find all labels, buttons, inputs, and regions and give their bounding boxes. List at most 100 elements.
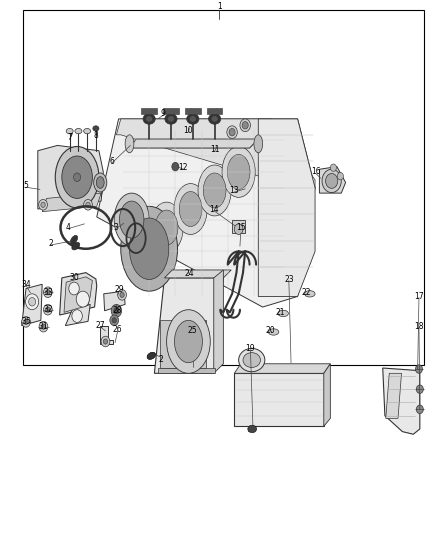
Polygon shape [141, 108, 157, 114]
Text: 21: 21 [276, 308, 285, 317]
Ellipse shape [187, 114, 199, 124]
Ellipse shape [71, 236, 78, 244]
Text: 32: 32 [43, 305, 53, 314]
Ellipse shape [155, 210, 178, 245]
Polygon shape [38, 146, 103, 209]
Text: 25: 25 [188, 326, 198, 335]
Circle shape [28, 297, 35, 306]
Circle shape [74, 173, 81, 181]
Circle shape [172, 163, 179, 171]
Circle shape [118, 289, 127, 300]
Text: 26: 26 [113, 325, 123, 334]
Ellipse shape [304, 290, 315, 297]
Ellipse shape [62, 156, 92, 198]
Polygon shape [64, 277, 92, 312]
Circle shape [69, 282, 79, 295]
Text: 13: 13 [230, 186, 239, 195]
Ellipse shape [94, 173, 107, 192]
Ellipse shape [84, 128, 91, 134]
Ellipse shape [143, 114, 155, 124]
Circle shape [120, 292, 124, 297]
Circle shape [242, 122, 248, 129]
Ellipse shape [254, 135, 263, 153]
Ellipse shape [179, 191, 202, 227]
Circle shape [325, 174, 338, 188]
Circle shape [229, 128, 235, 136]
Ellipse shape [268, 329, 279, 335]
Ellipse shape [146, 116, 152, 122]
Text: 19: 19 [246, 344, 255, 353]
Ellipse shape [147, 352, 155, 359]
Polygon shape [21, 284, 42, 326]
Ellipse shape [166, 310, 210, 373]
Polygon shape [386, 373, 402, 418]
Polygon shape [154, 278, 223, 373]
Circle shape [101, 336, 110, 347]
Text: 11: 11 [210, 145, 219, 154]
Text: 2: 2 [159, 354, 164, 364]
Text: 24: 24 [184, 269, 194, 278]
Circle shape [337, 173, 343, 180]
Polygon shape [100, 326, 113, 344]
Polygon shape [185, 108, 201, 114]
Polygon shape [214, 270, 223, 373]
Circle shape [46, 289, 50, 295]
Ellipse shape [147, 352, 155, 359]
Ellipse shape [165, 114, 177, 124]
Circle shape [111, 304, 122, 317]
Polygon shape [158, 368, 215, 373]
Circle shape [86, 202, 90, 207]
Circle shape [21, 317, 30, 327]
Ellipse shape [278, 310, 288, 317]
Polygon shape [232, 220, 245, 233]
Text: 33: 33 [43, 288, 53, 297]
Text: 10: 10 [184, 126, 193, 135]
Ellipse shape [222, 147, 255, 197]
Circle shape [110, 315, 119, 326]
Ellipse shape [96, 176, 104, 188]
Ellipse shape [150, 202, 183, 253]
Text: 31: 31 [39, 322, 48, 331]
Polygon shape [164, 270, 231, 278]
Text: 23: 23 [284, 275, 293, 284]
Circle shape [240, 119, 251, 132]
Ellipse shape [66, 128, 73, 134]
Circle shape [46, 307, 50, 312]
Text: 3: 3 [113, 223, 118, 231]
Circle shape [417, 385, 424, 393]
Circle shape [39, 199, 47, 210]
Text: 22: 22 [302, 288, 311, 297]
Text: 8: 8 [93, 131, 98, 140]
Bar [22, 10, 424, 365]
Ellipse shape [239, 349, 265, 372]
Polygon shape [383, 368, 420, 434]
Circle shape [24, 319, 28, 325]
Text: 1: 1 [218, 2, 222, 11]
Text: 17: 17 [414, 292, 424, 301]
Circle shape [39, 321, 48, 332]
Text: 27: 27 [95, 321, 105, 330]
Circle shape [114, 308, 119, 314]
Polygon shape [163, 108, 179, 114]
Ellipse shape [75, 128, 82, 134]
Ellipse shape [120, 201, 144, 238]
Polygon shape [234, 373, 324, 426]
Text: 2: 2 [49, 239, 53, 248]
Circle shape [43, 304, 52, 315]
Polygon shape [249, 426, 255, 432]
Circle shape [322, 169, 341, 192]
Text: 4: 4 [66, 223, 71, 231]
Text: 5: 5 [24, 181, 28, 190]
Ellipse shape [208, 114, 221, 124]
Text: 34: 34 [21, 280, 31, 289]
Text: 15: 15 [236, 223, 246, 232]
Ellipse shape [114, 193, 149, 246]
Circle shape [330, 164, 336, 172]
Polygon shape [97, 119, 315, 307]
Text: 20: 20 [266, 326, 276, 335]
Text: 16: 16 [311, 167, 321, 176]
Circle shape [417, 405, 424, 414]
Circle shape [234, 224, 243, 235]
Ellipse shape [130, 218, 169, 279]
Ellipse shape [174, 183, 207, 235]
